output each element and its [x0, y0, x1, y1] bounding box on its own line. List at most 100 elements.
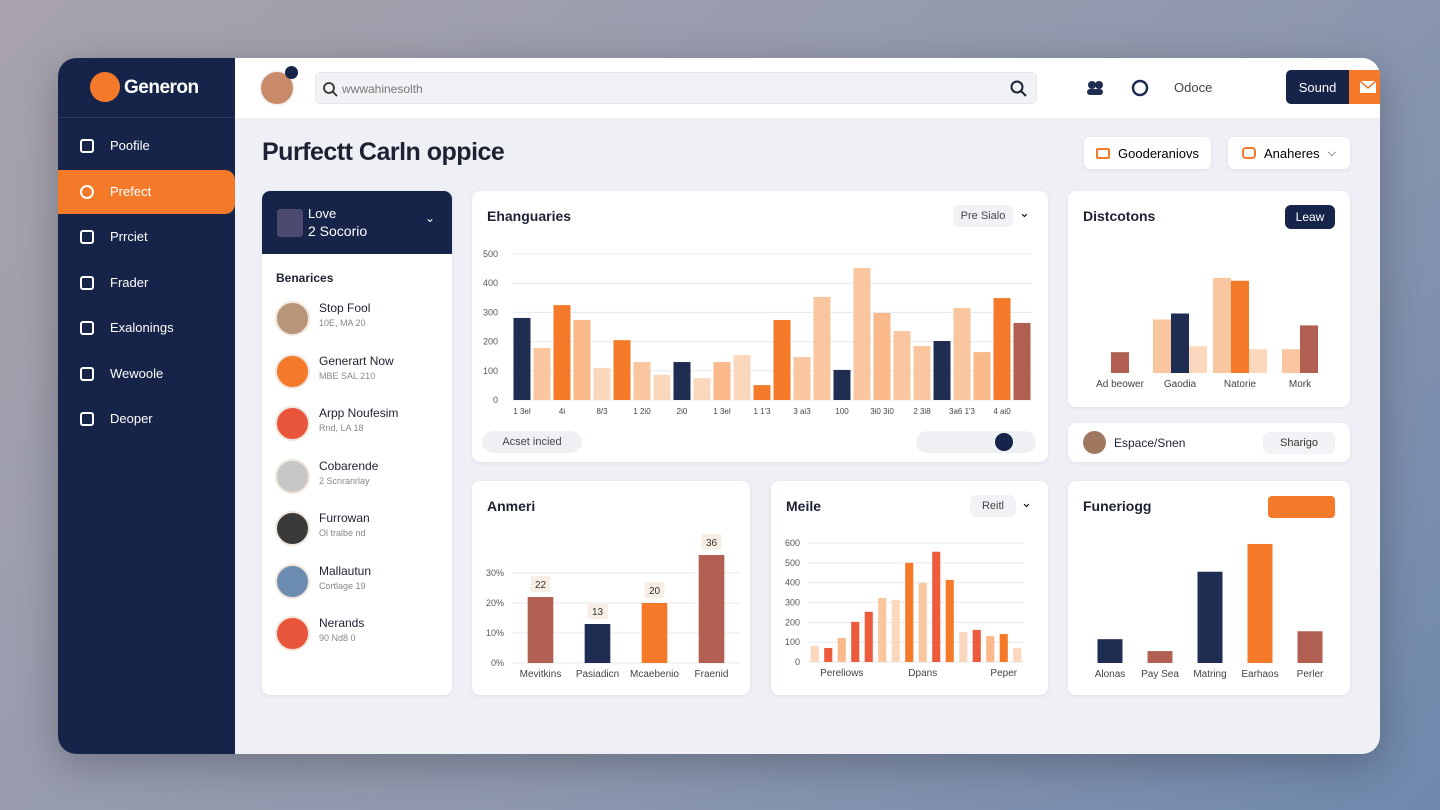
person-meta: MBE SAL 210	[319, 370, 376, 381]
chevron: ⌄	[1021, 495, 1032, 510]
nav-icon	[80, 366, 94, 381]
control[interactable]	[995, 433, 1013, 451]
chart-title: Meile	[786, 498, 822, 514]
sidebar: Generon Poofile Prefect Prrciet Frader Exalo…	[58, 58, 235, 754]
nav-icon	[80, 412, 94, 426]
person-meta: Rnd, LA 18	[319, 423, 364, 433]
person-meta: 10E, MA 20	[319, 318, 366, 328]
nav-item[interactable]: Wewoole	[58, 352, 235, 396]
nav-label: Prefect	[110, 183, 152, 199]
person-name: Furrowan	[319, 511, 370, 525]
nav-item[interactable]: Prefect	[58, 169, 235, 214]
person-name: Mallautun	[319, 563, 372, 578]
person-avatar	[275, 563, 310, 599]
filter-label: Gooderaniovs	[1118, 145, 1199, 161]
person-avatar	[275, 406, 310, 441]
person-meta: Cortlage 19	[319, 580, 366, 591]
chart-title: Anmeri	[487, 498, 536, 514]
nav-label: Exalonings	[110, 320, 174, 335]
filter-label: Anaheres	[1264, 145, 1320, 161]
share-text: Espace/Snen	[1114, 436, 1186, 450]
profile-title: Love	[308, 206, 337, 221]
icon	[1242, 147, 1256, 159]
person-name: Arpp Noufesim	[319, 406, 399, 420]
chart-title: Ehanguaries	[487, 208, 572, 224]
chevron: ⌄	[425, 211, 436, 225]
person[interactable]: Arpp Noufesim Rnd, LA 18	[262, 404, 452, 448]
divider	[58, 117, 235, 118]
person-name: Stop Fool	[319, 301, 371, 315]
pill[interactable]: Acset incied	[482, 431, 582, 453]
button[interactable]: Sound	[1286, 70, 1349, 104]
search-placeholder: wwwahinesolth	[342, 82, 423, 96]
chart-card: Meile Reitl ⌄	[771, 481, 1048, 695]
search-icon[interactable]	[1010, 80, 1028, 98]
nav-item[interactable]: Deoper	[58, 397, 235, 441]
chevron: ⌵	[1327, 146, 1336, 159]
search-box[interactable]: wwwahinesolth	[315, 72, 1037, 104]
person-avatar	[275, 301, 310, 336]
person-avatar	[275, 458, 310, 494]
search-icon	[323, 82, 338, 97]
badge	[285, 66, 298, 79]
avatar	[1083, 431, 1106, 454]
nav-icon	[80, 321, 94, 335]
profile-header[interactable]: Love 2 Socorio ⌄	[262, 191, 452, 254]
page-title: Purfectt Carln oppice	[262, 138, 505, 166]
nav-item[interactable]: Frader	[58, 261, 235, 305]
chart-card: Ehanguaries Pre Sialo ⌄ Acset incied	[472, 191, 1048, 462]
nav-icon	[80, 139, 94, 153]
nav-label: Poofile	[110, 138, 150, 153]
profile-subtitle: 2 Socorio	[308, 223, 368, 239]
icon	[1096, 147, 1111, 159]
users-icon[interactable]	[1085, 78, 1105, 98]
mail-button[interactable]	[1349, 70, 1380, 104]
nav-label: Deoper	[110, 411, 153, 426]
button[interactable]: Leaw	[1285, 205, 1335, 229]
icon	[277, 209, 303, 237]
dropdown[interactable]: Pre Sialo	[953, 205, 1013, 227]
filter[interactable]: Gooderaniovs	[1084, 137, 1211, 169]
chart-title: Funeriogg	[1083, 498, 1152, 514]
nav-label: Wewoole	[110, 365, 164, 381]
person-meta: Ol tralbe nd	[319, 528, 366, 538]
person[interactable]: Stop Fool 10E, MA 20	[262, 299, 452, 343]
brand: Generon	[124, 77, 199, 98]
person-name: Generart Now	[319, 353, 394, 368]
controls[interactable]	[916, 431, 1036, 453]
section-title: Benarices	[276, 271, 334, 285]
nav-item[interactable]: Prrciet	[58, 215, 235, 259]
nav-item[interactable]: Exalonings	[58, 306, 235, 350]
globe-icon[interactable]	[1130, 78, 1150, 98]
chart-card: Anmeri	[472, 481, 750, 695]
nav-item[interactable]: Poofile	[58, 124, 235, 168]
button[interactable]: Sharigo	[1263, 432, 1335, 454]
topbar: wwwahinesolth Odoce Sound	[235, 58, 1380, 118]
chart-card: Funeriogg	[1068, 481, 1350, 695]
nav-icon	[80, 184, 94, 199]
badge[interactable]	[1268, 496, 1335, 518]
person-meta: 2 Scnranrlay	[319, 475, 370, 486]
app-window: Generon Poofile Prefect Prrciet Frader Exalo…	[58, 58, 1380, 754]
dropdown[interactable]: Reitl	[970, 495, 1016, 517]
share-bar: Espace/Snen Sharigo	[1068, 423, 1350, 462]
person-avatar	[275, 353, 310, 389]
person[interactable]: Nerands 90 Nd8 0	[262, 614, 452, 658]
chart-card: Distcotons Leaw	[1068, 191, 1350, 407]
person[interactable]: Cobarende 2 Scnranrlay	[262, 457, 452, 501]
person-name: Cobarende	[319, 458, 379, 473]
nav-label: Prrciet	[110, 229, 148, 244]
person[interactable]: Furrowan Ol tralbe nd	[262, 509, 452, 553]
nav-label: Frader	[110, 274, 149, 290]
chart-title: Distcotons	[1083, 208, 1156, 224]
filter[interactable]: Anaheres ⌵	[1228, 137, 1350, 169]
nav-icon	[80, 230, 94, 244]
chevron: ⌄	[1019, 205, 1030, 220]
link[interactable]: Odoce	[1174, 80, 1213, 95]
person-avatar	[275, 616, 310, 651]
person[interactable]: Mallautun Cortlage 19	[262, 562, 452, 606]
person-avatar	[275, 511, 310, 546]
person[interactable]: Generart Now MBE SAL 210	[262, 352, 452, 396]
person-meta: 90 Nd8 0	[319, 633, 356, 643]
